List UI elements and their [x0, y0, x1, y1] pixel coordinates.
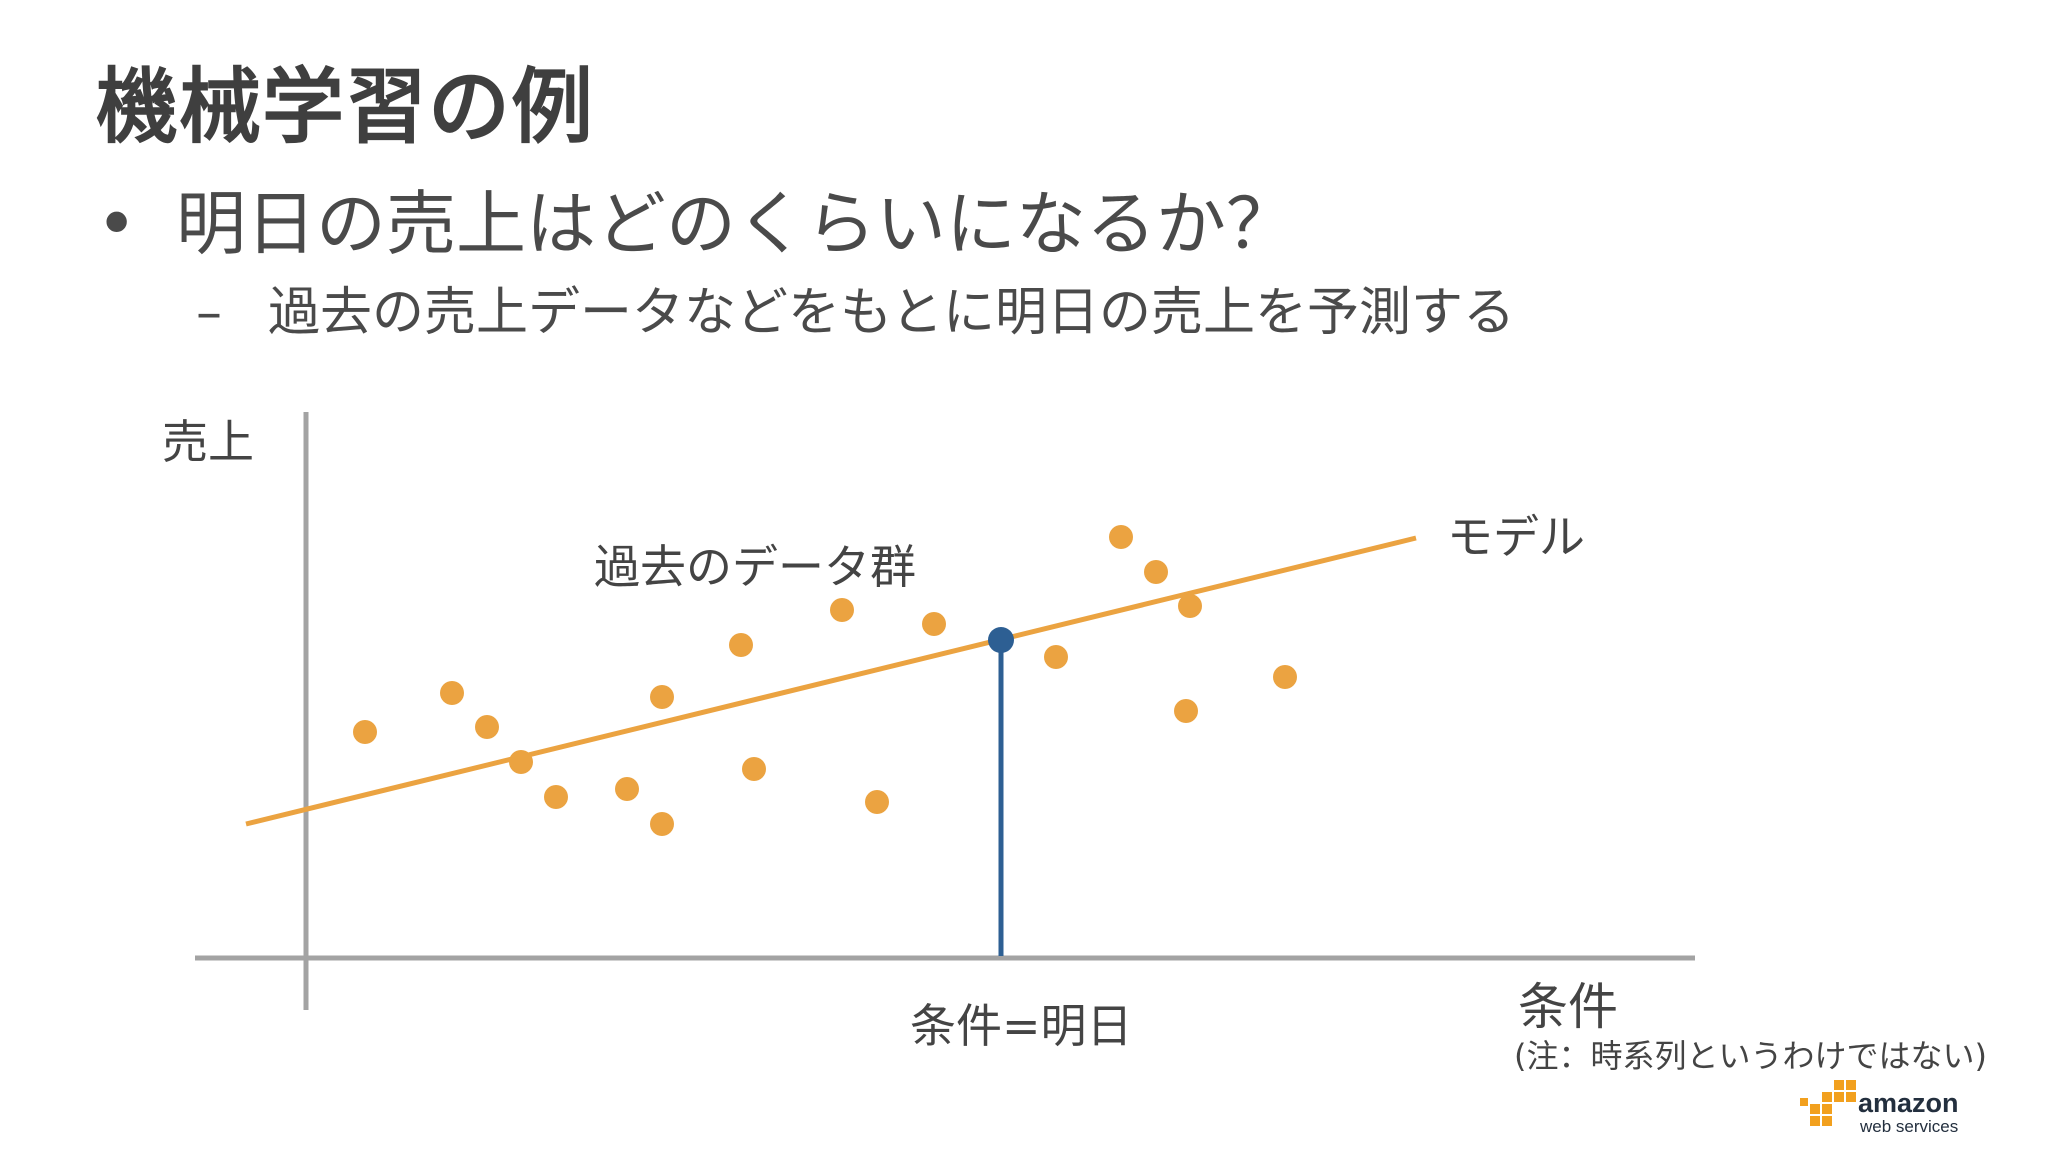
- aws-logo-brand: amazon: [1858, 1088, 1959, 1118]
- x-axis-note: (注：時系列というわけではない): [1514, 1037, 1987, 1075]
- data-point: [650, 812, 674, 836]
- data-point: [742, 757, 766, 781]
- aws-logo: amazon web services: [1800, 1080, 1959, 1136]
- data-point: [475, 715, 499, 739]
- data-point: [440, 681, 464, 705]
- aws-cube-icon: [1800, 1080, 1856, 1126]
- data-group-label: 過去のデータ群: [594, 540, 916, 594]
- sub-bullet-text: 過去の売上データなどをもとに明日の売上を予測する: [268, 283, 1515, 343]
- data-point: [1178, 594, 1202, 618]
- model-line: [245, 535, 1417, 827]
- data-point: [650, 685, 674, 709]
- data-point: [353, 720, 377, 744]
- data-point: [1144, 560, 1168, 584]
- bullet-text: 明日の売上はどのくらいになるか？: [176, 183, 1296, 265]
- prediction-point: [988, 627, 1014, 653]
- data-point: [729, 633, 753, 657]
- data-point: [544, 785, 568, 809]
- data-point: [922, 612, 946, 636]
- sub-bullet-marker: –: [196, 283, 222, 343]
- x-axis-label: 条件: [1518, 978, 1618, 1036]
- y-axis-label: 売上: [162, 415, 254, 469]
- data-points: [353, 525, 1297, 836]
- bullet-marker: •: [96, 183, 138, 265]
- aws-logo-tagline: web services: [1859, 1117, 1958, 1136]
- data-point: [509, 750, 533, 774]
- data-point: [830, 598, 854, 622]
- data-point: [1109, 525, 1133, 549]
- data-point: [1174, 699, 1198, 723]
- data-point: [615, 777, 639, 801]
- sub-bullet-item: – 過去の売上データなどをもとに明日の売上を予測する: [196, 270, 1515, 345]
- slide-title: 機械学習の例: [96, 60, 595, 155]
- bullet-item: • 明日の売上はどのくらいになるか？: [96, 168, 1296, 269]
- data-point: [1044, 645, 1068, 669]
- model-label: モデル: [1447, 510, 1585, 564]
- data-point: [865, 790, 889, 814]
- data-point: [1273, 665, 1297, 689]
- condition-label: 条件=明日: [910, 999, 1133, 1053]
